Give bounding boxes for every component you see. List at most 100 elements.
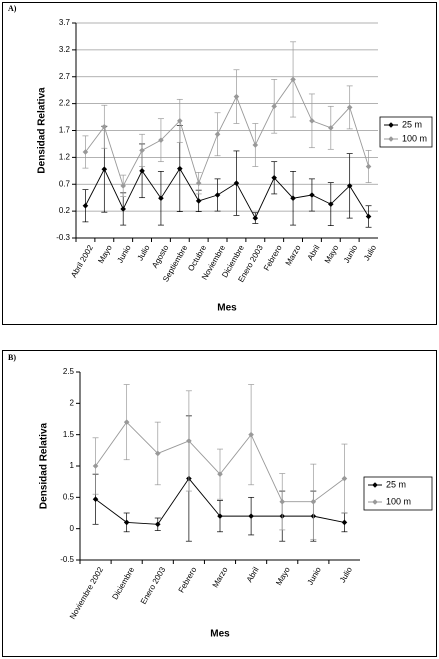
legend-label: 25 m (386, 479, 406, 489)
x-tick-label: Julio (362, 243, 378, 262)
y-axis-label: Densidad Relativa (37, 87, 48, 174)
point (154, 521, 161, 528)
legend-marker (372, 482, 378, 488)
point (123, 419, 130, 425)
point (271, 175, 277, 181)
point (92, 496, 99, 503)
point (309, 118, 315, 124)
y-tick-label: 2.7 (59, 72, 71, 81)
point (217, 471, 223, 477)
y-tick-label: 2.2 (59, 99, 71, 108)
y-tick-label: 1.7 (59, 126, 71, 135)
y-tick-label: 0.7 (59, 179, 71, 188)
panel-frame (2, 350, 437, 657)
point (346, 183, 353, 189)
y-tick-label: 0.2 (59, 206, 71, 215)
point (309, 192, 315, 198)
x-tick-label: Diciembre (110, 565, 136, 601)
x-tick-label: Mayo (96, 243, 114, 265)
x-tick-label: Mayo (323, 243, 341, 265)
panel-label: A) (8, 4, 17, 13)
point (248, 431, 254, 438)
legend-marker (388, 136, 394, 142)
x-tick-label: Febrero (177, 565, 199, 594)
point (248, 513, 254, 519)
legend-frame (363, 476, 433, 511)
x-tick-label: Junio (342, 243, 360, 265)
y-tick-label: 3.7 (59, 18, 71, 27)
x-axis-label: Mes (217, 303, 237, 314)
y-tick-label: 0.5 (63, 492, 75, 501)
point (120, 206, 126, 212)
x-tick-label: Noviembre 2002 (68, 565, 105, 621)
y-axis-label: Densidad Relativa (39, 422, 50, 509)
point (177, 118, 183, 124)
point (341, 519, 348, 526)
legend-label: 25 m (402, 119, 422, 129)
legend-label: 100 m (386, 496, 411, 506)
y-tick-label: 1 (70, 461, 75, 470)
point (233, 93, 240, 100)
y-tick-label: 1.2 (59, 152, 71, 161)
point (101, 166, 108, 172)
panel-label: B) (8, 353, 16, 362)
x-tick-label: Marzo (211, 565, 230, 589)
series-line (85, 78, 369, 188)
series-line (85, 167, 369, 220)
point (214, 192, 221, 198)
point (271, 103, 277, 110)
x-tick-label: Abril (245, 565, 261, 584)
point (120, 183, 126, 189)
point (252, 142, 259, 148)
point (139, 147, 145, 154)
point (233, 180, 240, 186)
y-tick-label: -0.5 (60, 555, 74, 564)
y-tick-label: 2 (70, 398, 75, 407)
point (252, 215, 259, 221)
point (328, 201, 334, 207)
point (290, 195, 296, 202)
x-tick-label: Junio (115, 243, 133, 265)
point (365, 163, 372, 170)
panel-frame (2, 2, 437, 325)
x-tick-label: Julio (136, 243, 152, 262)
point (158, 137, 164, 143)
legend-frame (379, 116, 433, 148)
x-tick-label: Junio (306, 565, 324, 587)
legend-marker (372, 499, 378, 505)
x-tick-label: Marzo (284, 243, 303, 267)
y-tick-label: -0.3 (56, 233, 70, 242)
y-tick-label: 0 (70, 524, 75, 533)
point (290, 76, 296, 83)
point (186, 438, 192, 444)
point (82, 202, 89, 209)
x-tick-label: Enero 2003 (139, 565, 168, 606)
x-tick-label: Abril 2002 (69, 243, 95, 279)
point (92, 463, 99, 469)
point (177, 165, 183, 172)
point (195, 180, 202, 186)
point (154, 450, 161, 457)
legend-marker (388, 122, 394, 128)
point (82, 149, 89, 155)
point (279, 498, 286, 505)
y-tick-label: 2.5 (63, 367, 75, 376)
point (346, 104, 353, 111)
point (328, 125, 334, 131)
point (310, 498, 317, 505)
x-tick-label: Abril (306, 243, 322, 262)
point (217, 513, 223, 519)
point (139, 168, 145, 174)
y-tick-label: 1.5 (63, 430, 75, 439)
legend-label: 100 m (402, 133, 427, 143)
point (195, 198, 202, 204)
x-axis-label: Mes (210, 629, 230, 640)
point (365, 213, 372, 220)
point (158, 195, 164, 202)
x-tick-label: Febrero (262, 243, 284, 272)
point (341, 475, 348, 482)
point (101, 123, 108, 130)
point (123, 519, 130, 526)
x-tick-label: Julio (338, 565, 354, 584)
